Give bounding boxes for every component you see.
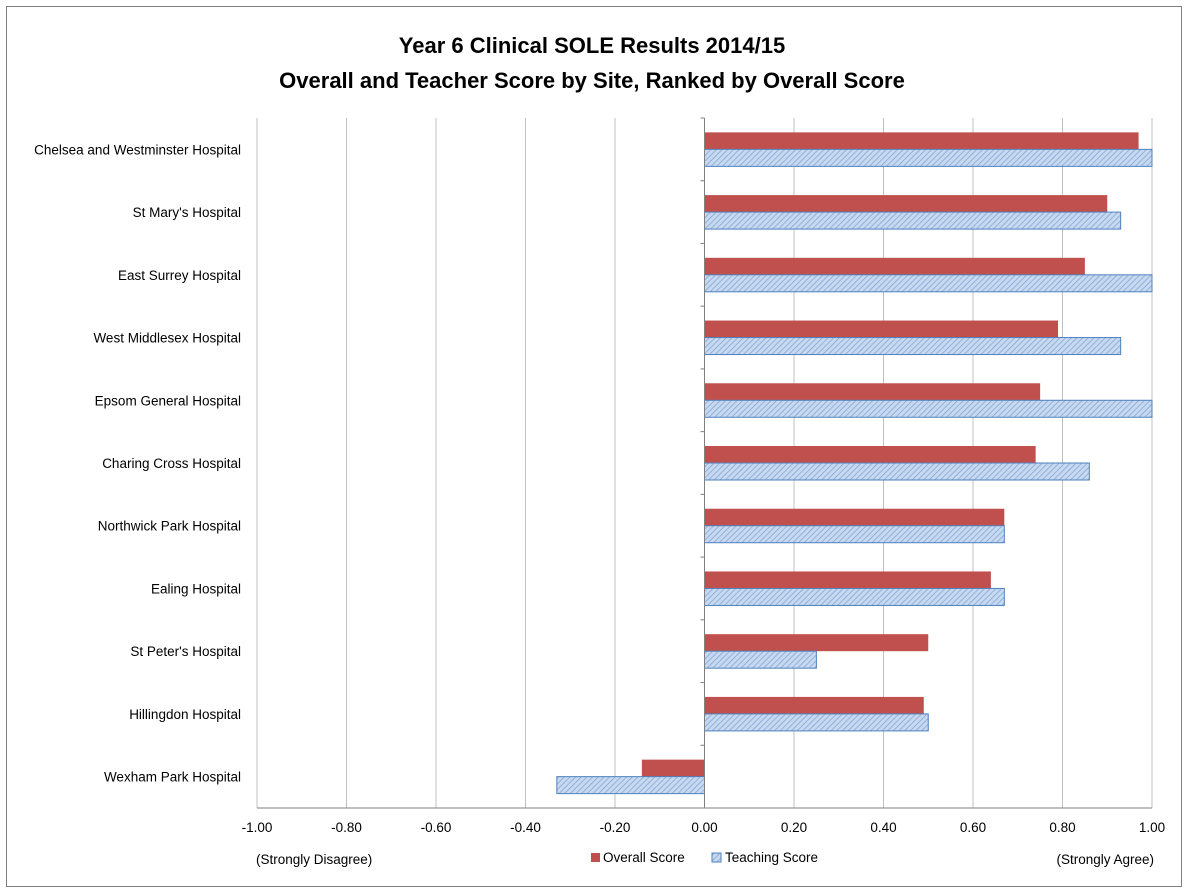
category-labels: Chelsea and Westminster Hospital St Mary'… <box>34 142 241 784</box>
bar-teaching-0 <box>704 148 1153 167</box>
bar-overall-9 <box>704 696 924 714</box>
x-tick-label-9: 0.80 <box>1049 820 1075 835</box>
x-tick-label-6: 0.20 <box>781 820 807 835</box>
category-label-5: Charing Cross Hospital <box>102 456 241 471</box>
legend-swatch-overall <box>591 853 600 862</box>
strongly-agree-note: (Strongly Agree) <box>1056 852 1154 867</box>
bar-teaching-4 <box>704 399 1153 418</box>
bar-overall-6 <box>704 508 1005 526</box>
legend: Overall Score Teaching Score <box>591 850 818 865</box>
bar-overall-5 <box>704 446 1036 463</box>
category-label-10: Wexham Park Hospital <box>104 770 241 785</box>
category-label-0: Chelsea and Westminster Hospital <box>34 142 241 157</box>
category-label-8: St Peter's Hospital <box>130 644 241 659</box>
chart-title-line-2: Overall and Teacher Score by Site, Ranke… <box>279 68 905 93</box>
category-label-7: Ealing Hospital <box>151 581 241 596</box>
bar-overall-4 <box>704 383 1041 401</box>
x-tick-label-5: 0.00 <box>691 820 717 835</box>
legend-label-overall: Overall Score <box>603 850 685 865</box>
bars-layer <box>556 132 1153 795</box>
category-label-9: Hillingdon Hospital <box>129 707 241 722</box>
x-tick-label-3: -0.40 <box>510 820 541 835</box>
x-tick-label-1: -0.80 <box>331 820 362 835</box>
x-tick-label-7: 0.40 <box>870 820 896 835</box>
bar-overall-10 <box>641 759 705 777</box>
x-tick-label-8: 0.60 <box>960 820 986 835</box>
bar-teaching-9 <box>704 713 929 732</box>
bar-teaching-5 <box>704 462 1090 481</box>
bar-overall-3 <box>704 320 1059 338</box>
category-label-2: East Surrey Hospital <box>118 268 241 283</box>
axis-layer <box>257 117 1152 809</box>
bar-overall-2 <box>704 257 1085 275</box>
bar-teaching-1 <box>704 211 1122 230</box>
x-tick-label-2: -0.60 <box>421 820 452 835</box>
bar-overall-1 <box>704 195 1108 213</box>
category-label-4: Epsom General Hospital <box>95 393 241 408</box>
strongly-disagree-note: (Strongly Disagree) <box>256 852 372 867</box>
category-label-1: St Mary's Hospital <box>133 205 241 220</box>
x-tick-label-4: -0.20 <box>600 820 631 835</box>
bar-overall-8 <box>704 634 929 652</box>
bar-overall-7 <box>704 571 991 589</box>
bar-teaching-3 <box>704 337 1122 356</box>
chart-title-line-1: Year 6 Clinical SOLE Results 2014/15 <box>399 33 785 58</box>
bar-teaching-6 <box>704 525 1005 544</box>
legend-label-teaching: Teaching Score <box>725 850 818 865</box>
bar-teaching-8 <box>704 650 817 669</box>
x-tick-label-0: -1.00 <box>242 820 273 835</box>
bar-teaching-2 <box>704 274 1153 293</box>
category-label-3: West Middlesex Hospital <box>93 331 241 346</box>
bar-overall-0 <box>704 132 1139 150</box>
x-tick-label-10: 1.00 <box>1139 820 1165 835</box>
bar-teaching-7 <box>704 587 1005 606</box>
legend-swatch-teaching <box>711 852 722 863</box>
bar-teaching-10 <box>556 776 706 795</box>
x-tick-labels: -1.00 -0.80 -0.60 -0.40 -0.20 0.00 0.20 0.40 0.6… <box>242 820 1166 835</box>
category-label-6: Northwick Park Hospital <box>98 519 241 534</box>
